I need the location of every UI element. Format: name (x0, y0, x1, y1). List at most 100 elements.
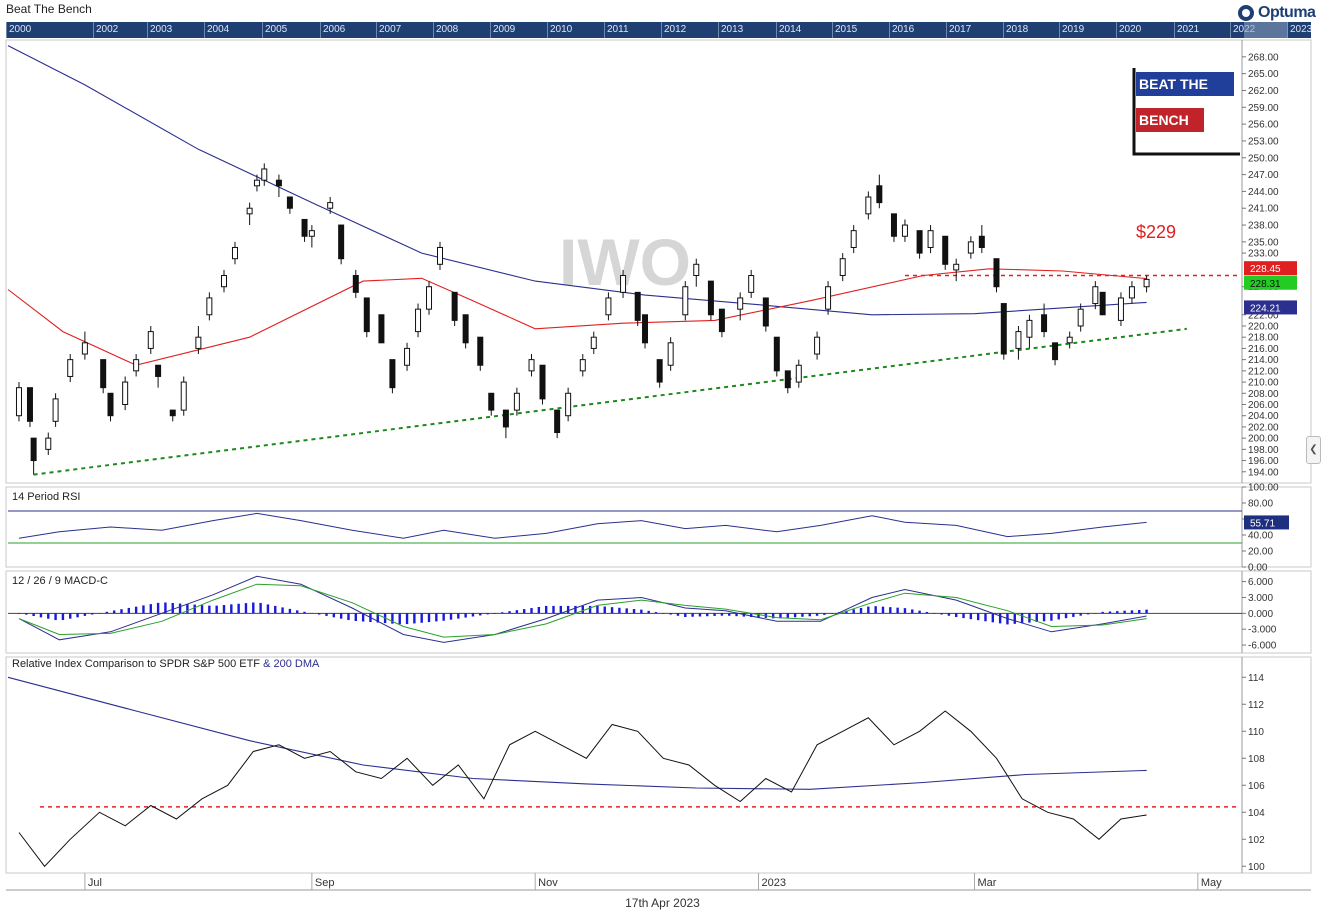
y-tick-label: 218.00 (1248, 333, 1279, 344)
y-tick-label: 102 (1248, 835, 1265, 846)
macd-histogram-bar (442, 613, 445, 621)
y-tick-label: 0.00 (1248, 563, 1268, 574)
candle-body (52, 398, 59, 422)
macd-histogram-bar (464, 613, 467, 618)
timeline-separator (262, 22, 263, 38)
y-tick-label: 256.00 (1248, 120, 1279, 131)
macd-histogram-bar (1050, 613, 1053, 621)
badge-line2-bg (1136, 108, 1204, 132)
y-tick-label: 196.00 (1248, 456, 1279, 467)
candle-body (246, 207, 253, 215)
macd-histogram-bar (244, 603, 248, 614)
macd-histogram-bar (193, 604, 196, 614)
timeline-year-label: 2008 (436, 24, 459, 35)
macd-histogram-bar (281, 607, 284, 614)
y-tick-label: 112 (1248, 700, 1264, 711)
y-tick-label: 214.00 (1248, 355, 1279, 366)
macd-histogram-bar (156, 602, 160, 614)
candle-body (378, 314, 385, 344)
macd-histogram-bar (515, 610, 519, 614)
candle-body (107, 392, 114, 417)
y-tick-label: 114 (1248, 673, 1264, 684)
candle-body (301, 218, 308, 237)
y-tick-label: 106 (1248, 781, 1265, 792)
macd-histogram-bar (186, 604, 189, 614)
candle-body (953, 263, 960, 271)
timeline-year-label: 2021 (1177, 24, 1200, 35)
y-tick-label: 202.00 (1248, 422, 1279, 433)
macd-histogram-bar (1079, 613, 1082, 616)
relative-dma-line (7, 676, 1147, 790)
timeline-separator (376, 22, 377, 38)
macd-histogram-bar (32, 613, 35, 617)
macd-histogram-bar (54, 613, 57, 621)
macd-histogram-bar (1028, 613, 1031, 623)
macd-histogram-bar (354, 613, 357, 621)
timeline-separator (718, 22, 719, 38)
candle-body (437, 246, 443, 265)
candle-body (275, 179, 282, 187)
y-tick-label: 80.00 (1248, 499, 1273, 510)
candle-body (978, 235, 985, 248)
panel-expand-arrow-icon[interactable]: ❮ (1306, 436, 1321, 464)
macd-histogram-bar (427, 613, 431, 623)
macd-histogram-bar (508, 611, 511, 614)
candle-body (748, 275, 755, 293)
candle-body (30, 437, 37, 462)
macd-histogram-bar (566, 605, 570, 614)
macd-histogram-bar (830, 613, 833, 614)
macd-histogram-bar (640, 609, 643, 614)
macd-histogram-bar (771, 613, 775, 619)
candle-body (221, 275, 227, 288)
timeline-separator (1059, 22, 1060, 38)
candle-body (890, 213, 897, 237)
y-tick-label: 250.00 (1248, 153, 1279, 164)
y-tick-label: 220.00 (1248, 321, 1279, 332)
candle-body (502, 409, 509, 428)
macd-histogram-bar (947, 613, 951, 616)
macd-histogram-bar (1020, 613, 1024, 624)
timeline-year-label: 2005 (265, 24, 288, 35)
timeline-range-thumb[interactable] (1244, 22, 1288, 38)
macd-histogram-bar (654, 612, 658, 614)
candle-body (45, 437, 52, 450)
candle-body (762, 297, 769, 327)
timeline-separator (832, 22, 833, 38)
macd-histogram-bar (47, 613, 50, 619)
candle-body (1015, 331, 1022, 349)
y-tick-label: -6.000 (1248, 641, 1277, 652)
candle-body (642, 314, 649, 344)
timeline-separator (547, 22, 548, 38)
macd-histogram-bar (581, 605, 584, 614)
macd-histogram-bar (1094, 613, 1097, 614)
macd-signal-line (18, 583, 1147, 638)
timeline-separator (1116, 22, 1117, 38)
ma-50-line (7, 268, 1147, 366)
candle-body (528, 359, 535, 372)
timeline-separator (1230, 22, 1231, 38)
y-tick-label: 247.00 (1248, 170, 1279, 181)
candle-body (327, 202, 334, 209)
optuma-logo-text: Optuma (1258, 4, 1316, 21)
y-tick-label: 110 (1248, 727, 1264, 738)
relative-line (18, 710, 1147, 868)
candle-body (1077, 308, 1084, 327)
y-tick-label: 244.00 (1248, 187, 1279, 198)
macd-histogram-bar (647, 610, 650, 614)
timeline-navigator[interactable]: 2000 2002 2003 2004 2005 2006 2007 2008 2009 2010… (6, 22, 1311, 38)
y-tick-label: 200.00 (1248, 434, 1279, 445)
candle-body (1143, 278, 1150, 288)
candle-body (865, 196, 872, 215)
macd-histogram-bar (252, 602, 255, 614)
timeline-year-label: 2006 (323, 24, 346, 35)
macd-histogram-bar (940, 613, 943, 615)
optuma-logo: Optuma (1238, 3, 1322, 25)
candle-body (876, 185, 883, 204)
macd-histogram-bar (1123, 610, 1126, 614)
macd-histogram-bar (881, 606, 885, 614)
candle-body (1099, 291, 1106, 316)
macd-histogram-bar (39, 613, 43, 618)
macd-histogram-bar (215, 605, 218, 614)
macd-histogram-bar (17, 613, 21, 614)
